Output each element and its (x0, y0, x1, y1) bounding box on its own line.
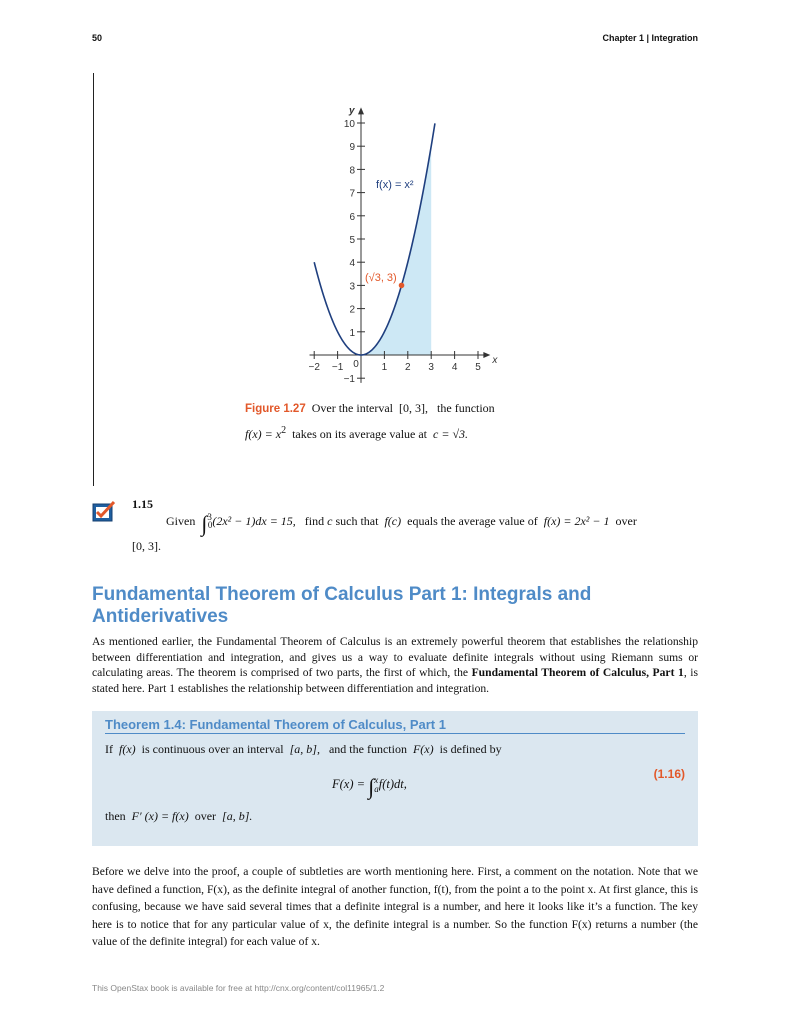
caption-interval: [0, 3], (399, 401, 429, 415)
integrand: (2x² − 1)dx = 15, (212, 514, 296, 528)
t: If (105, 742, 113, 756)
t: Given (166, 514, 196, 528)
x-tick-label: 5 (475, 362, 481, 373)
y-tick-label: 10 (344, 119, 356, 130)
theorem-line: If f(x) is continuous over an interval [… (105, 742, 502, 757)
t: c (327, 514, 333, 528)
x-tick-label: 3 (428, 362, 434, 373)
equation-number: (1.16) (653, 767, 685, 781)
t: is continuous over an interval (141, 742, 284, 756)
t: and the function (328, 742, 407, 756)
caption-exp: 2 (281, 425, 287, 436)
theorem-equation: F(x) = ∫xaf(t)dt, (332, 774, 407, 800)
theorem-title: Theorem 1.4: Fundamental Theorem of Calc… (105, 717, 685, 734)
integral-sign: ∫ (201, 511, 208, 536)
caption-fx: f(x) = x (245, 427, 282, 441)
theorem-box: Theorem 1.4: Fundamental Theorem of Calc… (92, 711, 698, 846)
exercise-interval: [0, 3]. (132, 539, 161, 553)
x-axis-arrow (483, 352, 491, 358)
x-tick-label: −1 (332, 362, 344, 373)
caption-c: c = √3. (433, 427, 469, 441)
shaded-area (361, 146, 432, 355)
t: [a, b], (289, 742, 320, 756)
y-tick-label: 5 (349, 235, 355, 246)
t: , is stated here. Part 1 establishes the… (92, 666, 699, 695)
figure-margin-rule (93, 73, 94, 486)
exercise-number: 1.15 (132, 497, 153, 511)
x-tick-label: −2 (308, 362, 320, 373)
lower: a (374, 783, 379, 794)
y-tick-label: 1 (349, 328, 355, 339)
y-tick-label: −1 (344, 374, 356, 385)
curve-line (313, 123, 436, 356)
t: f(t)dt, (378, 777, 407, 791)
y-tick-label: 8 (349, 165, 355, 176)
footer-text: This OpenStax book is available for free… (92, 983, 385, 993)
page-number: 50 (92, 33, 103, 43)
figure-chart: −2 −1 0 1 2 3 4 5 −1 1 2 3 4 5 6 7 8 9 10 x y f(x) = x² (√3, 3… (308, 105, 498, 385)
y-tick-label: 4 (349, 258, 355, 269)
x-tick-label: 0 (353, 359, 359, 370)
intro-paragraph: As mentioned earlier, the Fundamental Th… (92, 634, 698, 696)
x-tick-label: 4 (452, 362, 458, 373)
t: [a, b]. (222, 809, 253, 823)
t: is defined by (439, 742, 502, 756)
y-tick-label: 3 (349, 281, 355, 292)
t: f(x) = 2x² − 1 (543, 514, 610, 528)
integral-sign: ∫ (368, 774, 375, 799)
t: F′ (x) = f(x) (131, 809, 189, 823)
caption-text: takes on its average value at (292, 427, 428, 441)
y-tick-label: 9 (349, 142, 355, 153)
t: over (194, 809, 217, 823)
theorem-line: then F′ (x) = f(x) over [a, b]. (105, 809, 252, 824)
figure-label: Figure 1.27 (245, 403, 306, 415)
x-tick-label: 2 (405, 362, 411, 373)
upper: x (374, 774, 379, 785)
t: f(c) (384, 514, 402, 528)
caption-text: the function (437, 401, 495, 415)
curve-label: f(x) = x² (376, 179, 414, 191)
t: F(x) (412, 742, 434, 756)
point-label: (√3, 3) (365, 272, 397, 284)
y-tick-label: 6 (349, 212, 355, 223)
t: over (615, 514, 637, 528)
x-tick-label: 1 (382, 362, 388, 373)
figure-caption: Figure 1.27 Over the interval [0, 3], th… (245, 398, 495, 445)
t: f(x) (119, 742, 136, 756)
section-title: Fundamental Theorem of Calculus Part 1: … (92, 584, 592, 627)
key-term: Fundamental Theorem of Calculus, Part 1 (471, 666, 684, 680)
body-paragraph: Before we delve into the proof, a couple… (92, 865, 698, 948)
checkbox-icon (92, 500, 116, 522)
t: As mentioned earlier, the Fundamental Th… (92, 635, 698, 680)
x-axis-label: x (491, 355, 498, 366)
t: equals the average value of (407, 514, 538, 528)
y-tick-label: 2 (349, 305, 355, 316)
y-axis-label: y (348, 105, 355, 116)
chapter-title: Chapter 1 | Integration (602, 33, 698, 43)
t: find (304, 514, 325, 528)
exercise-text: Given ∫30(2x² − 1)dx = 15, find c such t… (166, 511, 637, 537)
y-axis-arrow (358, 107, 364, 115)
t: then (105, 809, 126, 823)
upper: 3 (207, 512, 212, 522)
t: F(x) = (332, 777, 366, 791)
y-tick-label: 7 (349, 189, 355, 200)
lower: 0 (207, 520, 213, 531)
caption-text: Over the interval (311, 401, 394, 415)
t: such that (335, 514, 379, 528)
data-point (398, 282, 405, 289)
